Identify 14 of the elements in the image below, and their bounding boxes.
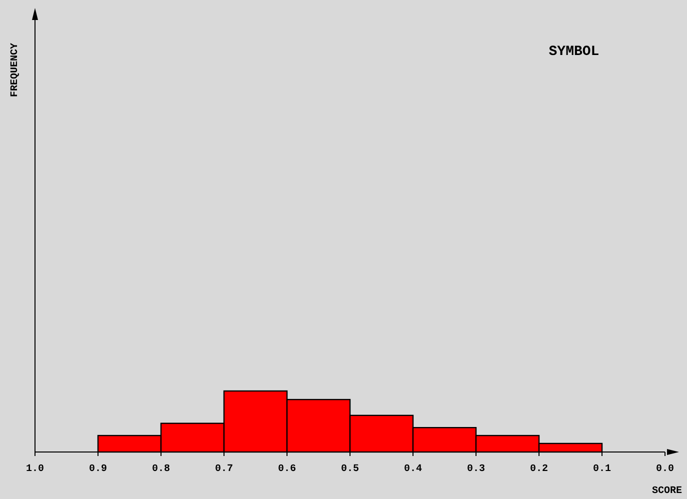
x-tick-label: 1.0 bbox=[26, 464, 44, 475]
x-tick-label: 0.8 bbox=[152, 464, 170, 475]
x-tick-label: 0.0 bbox=[656, 464, 674, 475]
x-tick-label: 0.5 bbox=[340, 464, 360, 475]
x-tick-label: 0.9 bbox=[88, 464, 108, 475]
x-tick-label: 0.3 bbox=[466, 464, 486, 475]
x-axis-title: SCORE bbox=[652, 486, 682, 497]
text: FREQUENCY bbox=[10, 42, 21, 98]
chart-title: SYMBOL bbox=[548, 44, 600, 60]
x-tick-label: 0.4 bbox=[404, 464, 422, 475]
x-tick-label: 0.2 bbox=[530, 464, 548, 475]
x-tick-label: 0.6 bbox=[278, 464, 296, 475]
x-tick-label: 0.7 bbox=[214, 464, 234, 475]
x-tick-label: 0.1 bbox=[592, 464, 612, 475]
